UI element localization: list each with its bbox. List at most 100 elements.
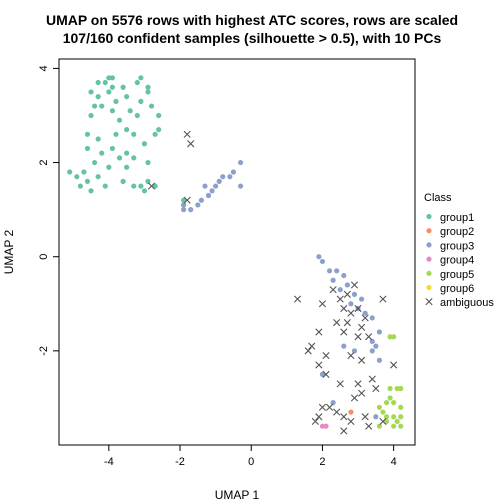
point-ambiguous xyxy=(322,370,330,378)
point-group1 xyxy=(92,159,98,166)
point-group5 xyxy=(398,404,404,410)
point-group1 xyxy=(102,183,108,189)
point-group3 xyxy=(227,174,233,180)
point-group1 xyxy=(99,150,105,156)
point-group3 xyxy=(351,291,358,297)
point-ambiguous xyxy=(350,394,359,402)
legend-key-group6 xyxy=(426,284,432,291)
point-group1 xyxy=(145,84,151,90)
legend-label-ambiguous: ambiguous xyxy=(440,297,494,309)
point-group1 xyxy=(134,79,140,86)
point-group1 xyxy=(145,159,151,166)
point-ambiguous xyxy=(308,342,316,350)
point-ambiguous xyxy=(372,384,380,393)
point-ambiguous xyxy=(361,314,369,322)
point-ambiguous xyxy=(336,380,344,388)
point-group5 xyxy=(383,418,390,425)
point-ambiguous xyxy=(183,130,191,138)
point-group3 xyxy=(188,207,194,213)
legend-key-ambiguous xyxy=(425,298,433,306)
legend-key-group2 xyxy=(426,228,432,234)
point-group1 xyxy=(127,108,133,114)
point-group1 xyxy=(116,155,123,161)
legend: Class group1 group2 group3 group4 group5 grou… xyxy=(424,192,494,309)
point-group1 xyxy=(113,98,119,104)
point-group1 xyxy=(148,103,155,109)
point-group3 xyxy=(237,159,244,166)
point-group1 xyxy=(102,79,108,86)
point-group1 xyxy=(95,174,101,180)
point-group1 xyxy=(181,197,187,203)
point-group3 xyxy=(209,188,215,194)
point-group1 xyxy=(124,164,130,170)
x-tick-label: -4 xyxy=(104,456,114,468)
point-ambiguous xyxy=(354,380,362,388)
point-group1 xyxy=(99,103,105,109)
point-ambiguous xyxy=(311,417,319,426)
point-group1 xyxy=(77,183,83,189)
point-group3 xyxy=(369,338,375,345)
point-group1 xyxy=(113,131,119,137)
point-ambiguous xyxy=(343,290,351,298)
point-ambiguous xyxy=(361,413,369,421)
point-ambiguous xyxy=(183,196,191,204)
point-ambiguous xyxy=(350,281,359,289)
point-group5 xyxy=(387,385,393,392)
point-ambiguous xyxy=(354,304,362,313)
point-group2 xyxy=(348,409,354,415)
point-group3 xyxy=(373,343,379,349)
point-group1 xyxy=(138,98,144,104)
point-group3 xyxy=(330,277,336,283)
point-group3 xyxy=(337,287,343,293)
point-group1 xyxy=(67,169,73,175)
point-group3 xyxy=(326,268,333,274)
point-group1 xyxy=(88,188,94,194)
point-group1 xyxy=(124,94,130,100)
point-group1 xyxy=(81,169,87,175)
point-ambiguous xyxy=(354,333,362,341)
point-group3 xyxy=(198,197,204,203)
point-group5 xyxy=(387,395,393,401)
point-group3 xyxy=(341,272,347,279)
point-ambiguous xyxy=(322,351,330,360)
point-group1 xyxy=(109,108,115,114)
point-ambiguous xyxy=(318,300,327,308)
point-group1 xyxy=(131,155,137,161)
point-group5 xyxy=(380,409,386,415)
point-group3 xyxy=(195,202,201,208)
point-group3 xyxy=(237,183,244,189)
point-group1 xyxy=(84,131,91,137)
point-group1 xyxy=(95,79,101,86)
point-group1 xyxy=(141,188,148,194)
point-group1 xyxy=(152,183,158,189)
legend-label-group1: group1 xyxy=(440,212,474,224)
legend-title: Class xyxy=(424,192,452,204)
point-ambiguous xyxy=(187,140,195,148)
chart-title-line-2: 107/160 confident samples (silhouette > … xyxy=(63,30,442,46)
point-group4 xyxy=(319,423,326,429)
point-ambiguous xyxy=(293,295,302,303)
point-ambiguous xyxy=(333,408,341,416)
point-group1 xyxy=(116,117,123,123)
point-ambiguous xyxy=(347,309,355,317)
point-ambiguous xyxy=(147,182,156,190)
point-group5 xyxy=(394,418,400,425)
point-ambiguous xyxy=(343,319,351,327)
point-group5 xyxy=(391,423,397,429)
point-group3 xyxy=(319,371,326,377)
point-group3 xyxy=(376,329,382,335)
point-ambiguous xyxy=(336,295,344,303)
point-group3 xyxy=(181,202,187,208)
legend-key-group4 xyxy=(426,256,432,262)
point-group3 xyxy=(344,282,350,288)
point-group1 xyxy=(141,141,148,147)
point-group3 xyxy=(202,183,208,189)
point-group1 xyxy=(156,127,162,133)
point-group1 xyxy=(124,127,130,133)
point-group1 xyxy=(88,89,94,95)
y-tick-label: 0 xyxy=(38,254,50,260)
legend-label-group5: group5 xyxy=(440,269,474,281)
legend-label-group2: group2 xyxy=(440,226,474,238)
point-group4 xyxy=(323,423,329,429)
point-group5 xyxy=(383,414,390,420)
